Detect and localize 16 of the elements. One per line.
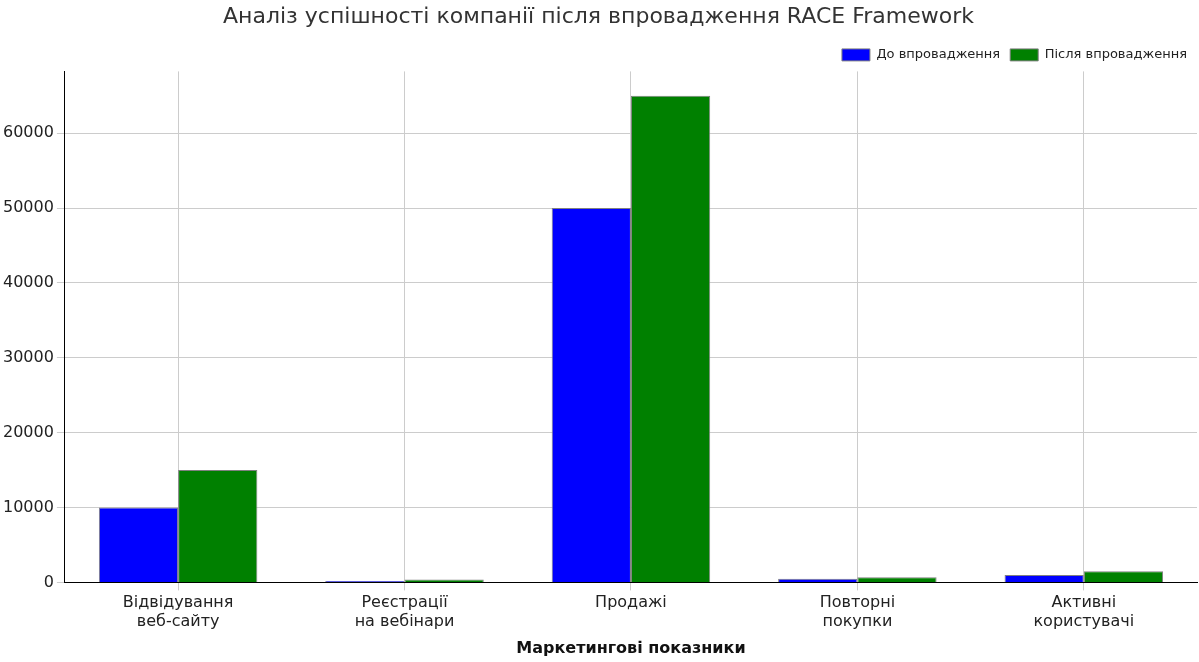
y-tick-label: 20000 [2,421,54,441]
x-tick-label: Відвідування веб-сайту [122,592,234,631]
x-tick-label: Активні користувачі [1033,592,1135,631]
y-tick-label: 50000 [2,197,54,217]
x-tick-label: Повторні покупки [819,592,896,631]
y-tick-label: 10000 [2,496,54,516]
legend-label: До впровадження [876,46,1001,62]
legend-label: Після впровадження [1044,46,1187,62]
y-tick-label: 60000 [2,122,54,142]
x-tick-label: Реєстрації на вебінари [354,592,455,631]
y-tick-label: 0 [43,571,54,591]
y-tick-label: 40000 [2,272,54,292]
x-axis-title: Маркетингові показники [516,637,746,657]
y-tick-label: 30000 [2,346,54,366]
x-tick-label: Продажі [595,592,667,612]
chart-title: Аналіз успішності компанії після впровадження RACE Framework [223,2,975,28]
